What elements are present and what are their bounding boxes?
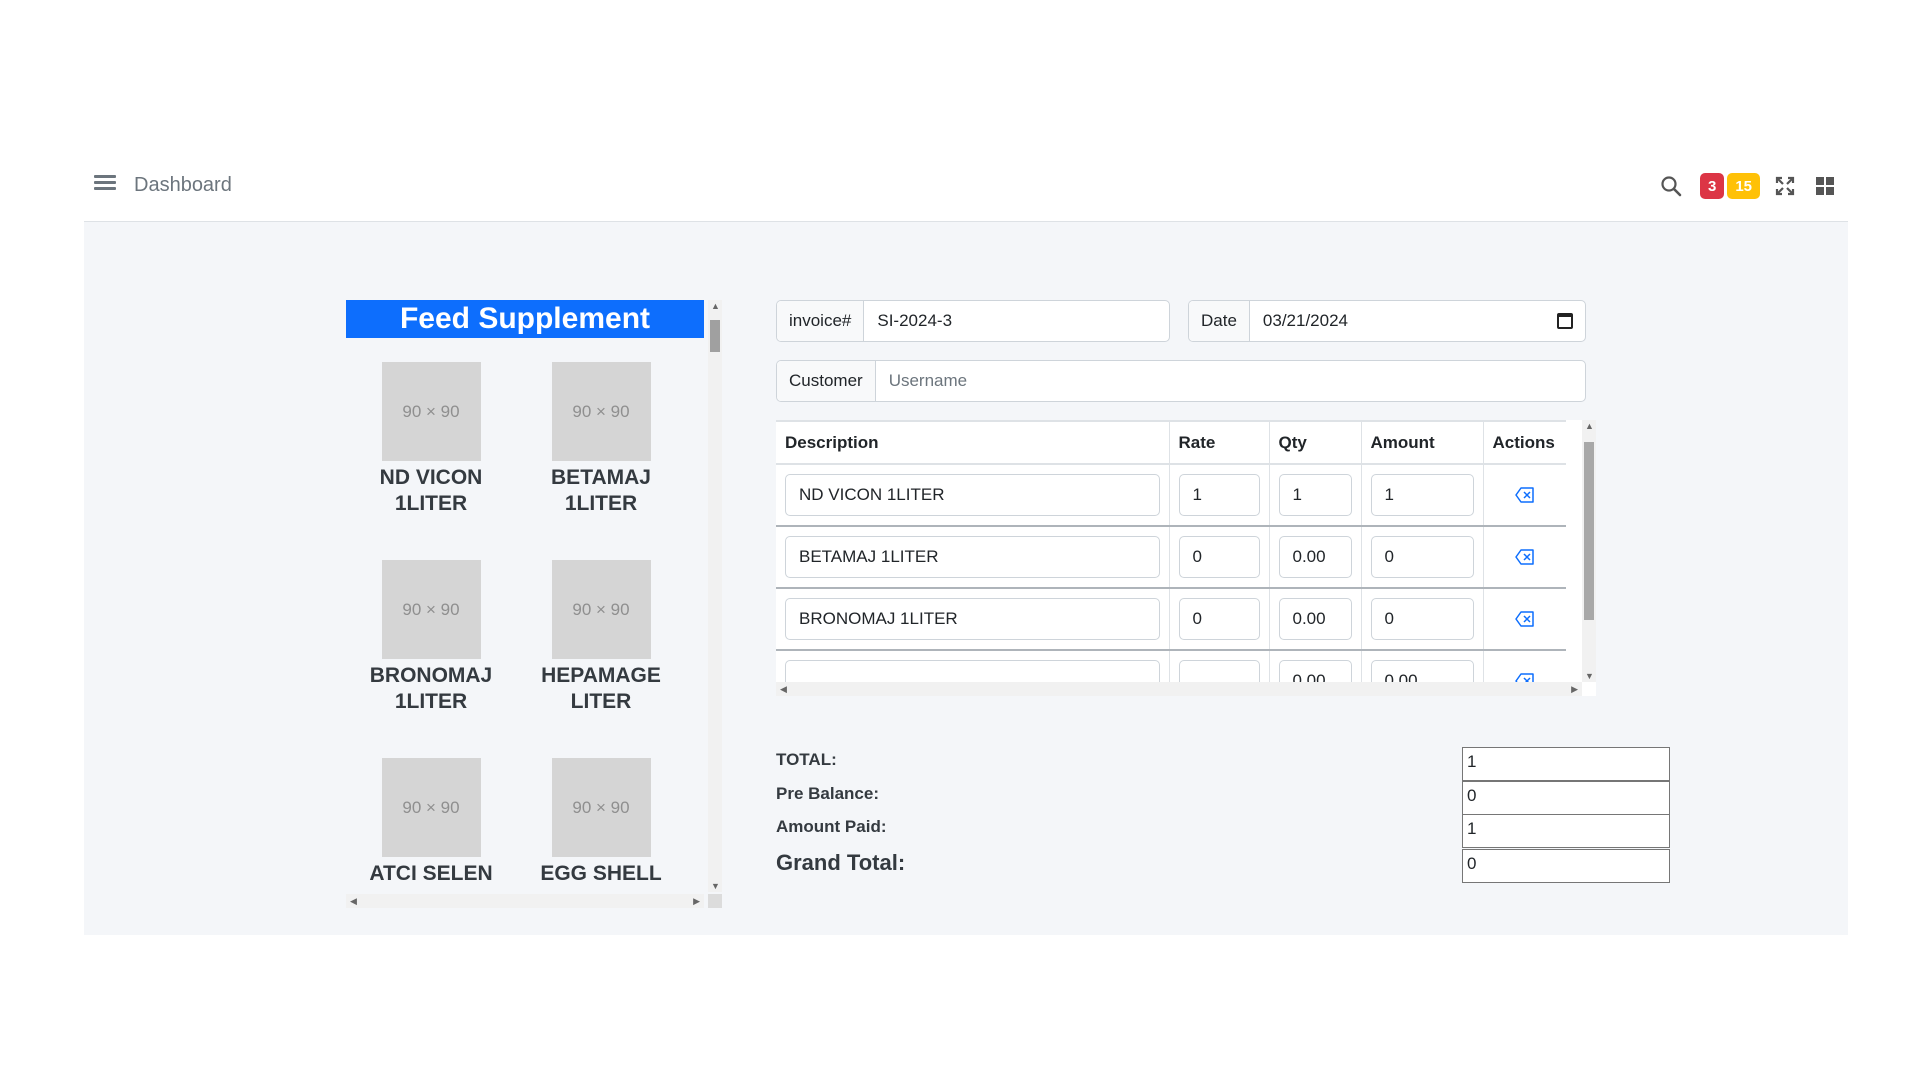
product-card[interactable]: 90 × 90 ATCI SELEN <box>346 758 516 887</box>
product-name: BETAMAJ 1LITER <box>551 466 651 515</box>
column-header-description: Description <box>776 420 1170 465</box>
product-image-placeholder: 90 × 90 <box>381 758 481 857</box>
nav-dashboard-link[interactable]: Dashboard <box>134 174 232 196</box>
scroll-up-arrow-icon[interactable]: ▲ <box>711 301 720 311</box>
top-navbar: Dashboard 3 15 <box>84 150 1848 222</box>
table-row: ND VICON 1LITER 1 1 1 <box>776 464 1566 527</box>
scroll-right-arrow-icon[interactable]: ▶ <box>1571 684 1578 694</box>
table-vertical-scrollbar[interactable]: ▲ ▼ <box>1582 420 1596 682</box>
product-image-placeholder: 90 × 90 <box>381 560 481 659</box>
description-input[interactable]: ND VICON 1LITER <box>785 474 1160 516</box>
product-vertical-scrollbar[interactable]: ▲ ▼ <box>708 300 722 892</box>
qty-input[interactable]: 0.00 <box>1278 598 1352 640</box>
pre-balance-label: Pre Balance: <box>776 784 879 803</box>
product-name: BRONOMAJ 1LITER <box>369 664 493 713</box>
column-header-rate: Rate <box>1169 420 1270 465</box>
amount-input[interactable]: 0 <box>1370 536 1474 578</box>
date-value: 03/21/2024 <box>1262 311 1349 330</box>
invoice-items-table-container: Description Rate Qty Amount Actions ND V… <box>776 420 1596 696</box>
rate-input[interactable]: 0 <box>1178 536 1260 578</box>
search-icon[interactable] <box>1656 171 1686 201</box>
notification-badge-red[interactable]: 3 <box>1699 173 1725 199</box>
amount-input[interactable]: 0 <box>1370 598 1474 640</box>
product-name: EGG SHELL <box>540 862 662 885</box>
delete-row-icon[interactable] <box>1515 486 1535 504</box>
column-header-qty: Qty <box>1269 420 1362 465</box>
table-row: BETAMAJ 1LITER 0 0.00 0 <box>776 526 1566 589</box>
product-name: ATCI SELEN <box>369 862 493 885</box>
invoice-number-input[interactable]: SI-2024-3 <box>877 311 953 330</box>
grand-total-input[interactable]: 0 <box>1462 849 1670 883</box>
invoice-number-label: invoice# <box>777 301 865 341</box>
scroll-thumb[interactable] <box>1584 442 1594 620</box>
scrollbar-corner <box>708 894 722 908</box>
customer-input[interactable]: Username <box>888 371 968 390</box>
table-row: BRONOMAJ 1LITER 0 0.00 0 <box>776 588 1566 651</box>
qty-input[interactable]: 1 <box>1278 474 1352 516</box>
notification-badge-yellow[interactable]: 15 <box>1727 173 1760 199</box>
scroll-up-arrow-icon[interactable]: ▲ <box>1585 421 1594 431</box>
description-input[interactable]: BRONOMAJ 1LITER <box>785 598 1160 640</box>
grand-total-label: Grand Total: <box>776 850 906 875</box>
product-card[interactable]: 90 × 90 ND VICON 1LITER <box>346 362 516 517</box>
navbar-right-tools: 3 15 <box>1646 168 1840 204</box>
expand-icon[interactable] <box>1770 171 1800 201</box>
scroll-thumb[interactable] <box>710 320 720 352</box>
qty-input[interactable]: 0.00 <box>1278 536 1352 578</box>
scroll-left-arrow-icon[interactable]: ◀ <box>780 684 787 694</box>
scroll-down-arrow-icon[interactable]: ▼ <box>1585 671 1594 681</box>
table-header-row: Description Rate Qty Amount Actions <box>776 420 1566 465</box>
customer-group: Customer Username <box>776 360 1586 402</box>
total-input[interactable]: 1 <box>1462 747 1670 781</box>
scroll-left-arrow-icon[interactable]: ◀ <box>350 896 357 906</box>
delete-row-icon[interactable] <box>1515 610 1535 628</box>
product-card[interactable]: 90 × 90 BETAMAJ 1LITER <box>516 362 686 517</box>
product-card[interactable]: 90 × 90 BRONOMAJ 1LITER <box>346 560 516 715</box>
customer-label: Customer <box>777 361 876 401</box>
delete-row-icon[interactable] <box>1515 548 1535 566</box>
amount-input[interactable]: 1 <box>1370 474 1474 516</box>
pre-balance-input[interactable]: 0 <box>1462 781 1670 815</box>
column-header-amount: Amount <box>1361 420 1484 465</box>
date-input[interactable]: 03/21/2024 <box>1250 301 1585 341</box>
product-image-placeholder: 90 × 90 <box>551 362 651 461</box>
table-horizontal-scrollbar[interactable]: ◀ ▶ <box>776 682 1582 696</box>
product-name: ND VICON 1LITER <box>379 466 483 515</box>
date-label: Date <box>1189 301 1250 341</box>
menu-icon[interactable] <box>94 172 116 192</box>
product-image-placeholder: 90 × 90 <box>381 362 481 461</box>
column-header-actions: Actions <box>1483 420 1566 465</box>
product-panel: Feed Supplement 90 × 90 ND VICON 1LITER 9… <box>346 300 722 910</box>
category-header: Feed Supplement <box>346 300 704 338</box>
product-image-placeholder: 90 × 90 <box>551 758 651 857</box>
grid-icon[interactable] <box>1810 171 1840 201</box>
calendar-icon[interactable] <box>1557 313 1573 329</box>
rate-input[interactable]: 0 <box>1178 598 1260 640</box>
description-input[interactable]: BETAMAJ 1LITER <box>785 536 1160 578</box>
total-label: TOTAL: <box>776 750 837 769</box>
amount-paid-label: Amount Paid: <box>776 817 887 836</box>
app-content-area: Dashboard 3 15 Feed Supplement 90 × 90 N… <box>84 150 1848 935</box>
product-horizontal-scrollbar[interactable]: ◀ ▶ <box>346 894 704 908</box>
invoice-items-table: Description Rate Qty Amount Actions ND V… <box>776 420 1566 696</box>
invoice-number-group: invoice# SI-2024-3 <box>776 300 1170 342</box>
amount-paid-input[interactable]: 1 <box>1462 814 1670 848</box>
product-image-placeholder: 90 × 90 <box>551 560 651 659</box>
date-group: Date 03/21/2024 <box>1188 300 1586 342</box>
scroll-down-arrow-icon[interactable]: ▼ <box>711 881 720 891</box>
scroll-right-arrow-icon[interactable]: ▶ <box>693 896 700 906</box>
rate-input[interactable]: 1 <box>1178 474 1260 516</box>
product-card[interactable]: 90 × 90 EGG SHELL <box>516 758 686 887</box>
product-name: HEPAMAGE LITER <box>541 664 661 713</box>
product-grid: 90 × 90 ND VICON 1LITER 90 × 90 BETAMAJ 1L… <box>346 340 704 892</box>
product-card[interactable]: 90 × 90 HEPAMAGE LITER <box>516 560 686 715</box>
